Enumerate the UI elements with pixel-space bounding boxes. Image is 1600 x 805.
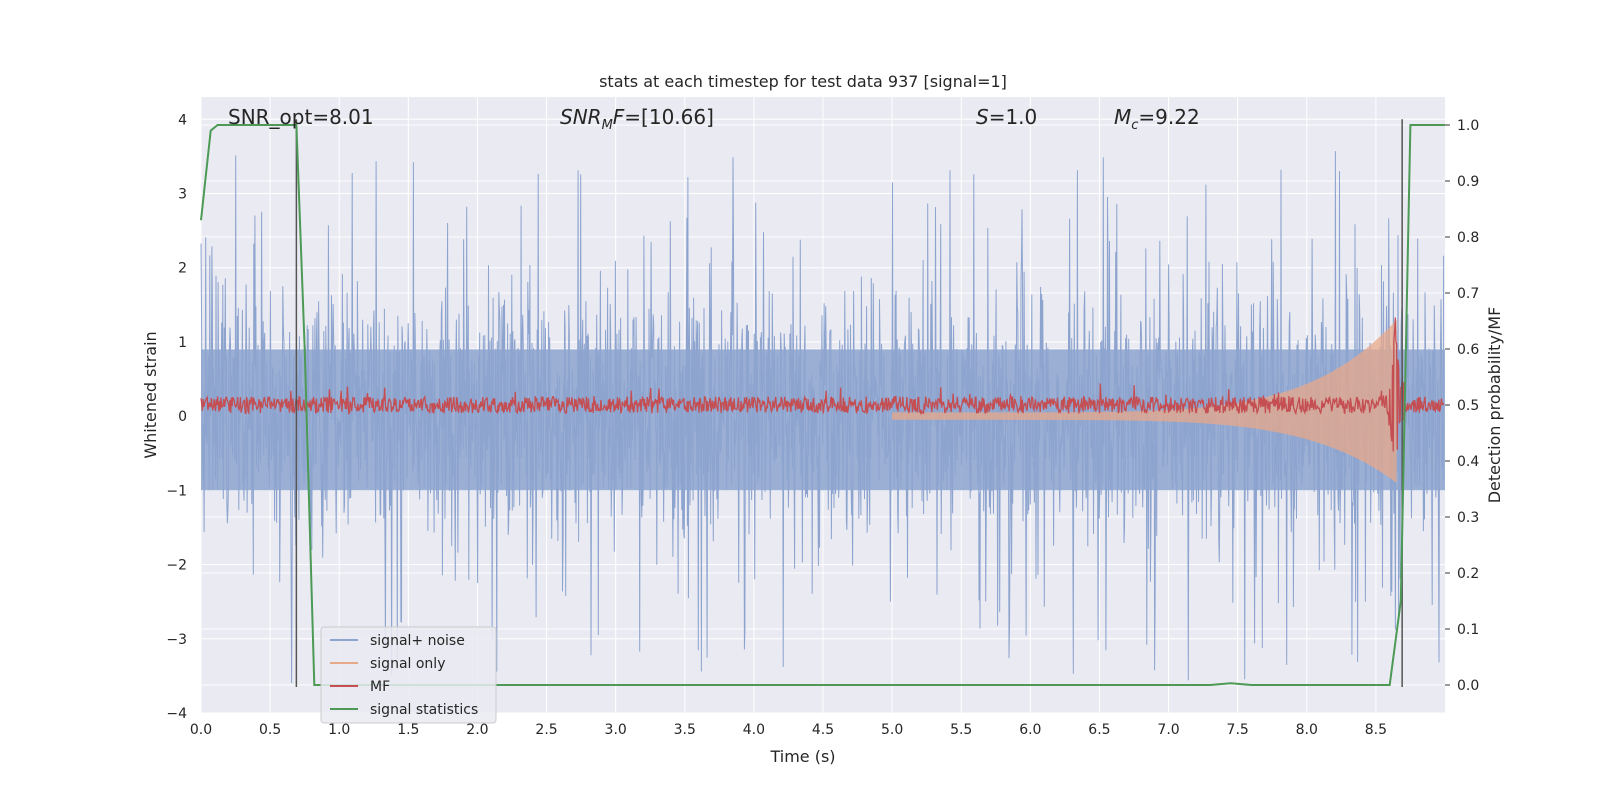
y-ticks-left: −4 −3 −2 −1 0 1 2 3 4 (166, 112, 187, 722)
x-tick-label: 6.0 (1019, 722, 1041, 738)
chart-title: stats at each timestep for test data 937… (599, 72, 1007, 91)
y-tick-label-left: −3 (166, 632, 187, 648)
y-tick-label-right: 0.7 (1457, 286, 1479, 302)
y-tick-label-right: 0.8 (1457, 230, 1479, 246)
y-axis-label-left: Whitened strain (141, 331, 160, 458)
y-tick-label-right: 0.3 (1457, 510, 1479, 526)
annotation-s: S=1.0 (976, 105, 1037, 129)
y-ticks-right: 0.0 0.1 0.2 0.3 0.4 0.5 0.6 0.7 0.8 0.9 1.0 (1445, 118, 1479, 694)
x-tick-label: 8.0 (1296, 722, 1318, 738)
legend: signal+ noise signal only MF signal stat… (320, 626, 497, 724)
legend-label-signal: signal only (370, 656, 445, 672)
x-tick-label: 7.5 (1227, 722, 1249, 738)
x-tick-label: 7.0 (1157, 722, 1179, 738)
signal-only-envelope (892, 319, 1397, 483)
x-axis-label: Time (s) (769, 747, 835, 766)
vertical-lines (295, 119, 1403, 688)
y-tick-label-right: 0.6 (1457, 342, 1479, 358)
x-tick-label: 4.0 (743, 722, 765, 738)
noise-trace (200, 151, 1445, 684)
y-tick-label-left: 4 (178, 112, 187, 128)
legend-label-mf: MF (370, 679, 390, 695)
y-tick-label-right: 0.5 (1457, 398, 1479, 414)
annotation-mc: Mc=9.22 (1114, 105, 1200, 133)
y-tick-label-left: −2 (166, 558, 187, 574)
y-tick-label-left: 3 (178, 186, 187, 202)
x-tick-label: 5.0 (881, 722, 903, 738)
legend-label-noise: signal+ noise (370, 633, 465, 649)
x-tick-label: 2.5 (535, 722, 557, 738)
y-tick-label-left: −1 (166, 483, 187, 499)
y-tick-label-right: 0.2 (1457, 566, 1479, 582)
y-tick-label-right: 0.1 (1457, 622, 1479, 638)
y-tick-label-left: 2 (178, 261, 187, 277)
x-tick-label: 2.0 (466, 722, 488, 738)
y-tick-label-right: 0.4 (1457, 454, 1479, 470)
x-tick-label: 1.0 (328, 722, 350, 738)
x-tick-label: 8.5 (1365, 722, 1387, 738)
signal-statistics-line (200, 124, 1445, 686)
x-tick-label: 1.5 (397, 722, 419, 738)
annotation-snr-mf: SNRMF=[10.66] (560, 105, 714, 133)
signal-statistics-series (200, 124, 1445, 686)
x-tick-label: 3.0 (605, 722, 627, 738)
x-tick-label: 4.5 (812, 722, 834, 738)
y-tick-label-right: 0.0 (1457, 678, 1479, 694)
y-tick-label-left: 1 (178, 335, 187, 351)
x-tick-label: 5.5 (950, 722, 972, 738)
y-axis-label-right: Detection probability/MF (1485, 307, 1504, 504)
y-tick-label-left: −4 (166, 706, 187, 722)
y-tick-label-right: 0.9 (1457, 174, 1479, 190)
legend-label-stats: signal statistics (370, 702, 478, 718)
signal-only-series (892, 319, 1397, 483)
annotation-snr-opt: SNR_opt=8.01 (228, 105, 374, 129)
x-tick-label: 3.5 (674, 722, 696, 738)
y-tick-label-right: 1.0 (1457, 118, 1479, 134)
x-tick-label: 6.5 (1088, 722, 1110, 738)
x-tick-label: 0.0 (190, 722, 212, 738)
mf-trace (200, 317, 1445, 452)
mf-series (200, 317, 1445, 452)
legend-box (320, 626, 497, 724)
y-tick-label-left: 0 (178, 409, 187, 425)
x-ticks: 0.0 0.5 1.0 1.5 2.0 2.5 3.0 3.5 4.0 4.5 5.0 5.5 6.0 6… (190, 722, 1387, 738)
x-tick-label: 0.5 (259, 722, 281, 738)
